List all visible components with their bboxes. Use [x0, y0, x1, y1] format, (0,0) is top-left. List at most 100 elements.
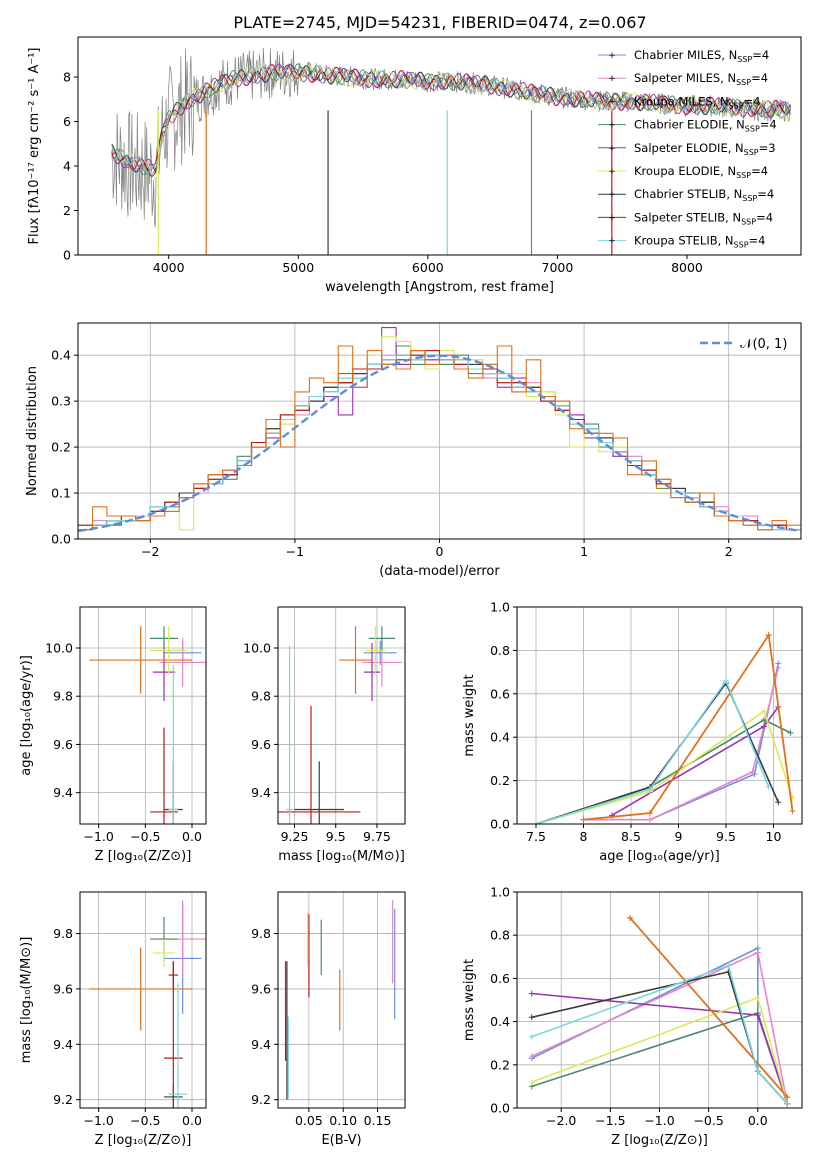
y-tick-label: 0.6 — [490, 686, 510, 701]
point-marker — [765, 784, 772, 791]
x-tick-label: −1.0 — [83, 829, 113, 844]
point-marker — [754, 949, 761, 956]
point-marker — [749, 768, 756, 775]
x-axis-label: wavelength [Angstrom, rest frame] — [325, 280, 554, 295]
point-marker — [725, 962, 732, 969]
plot-area — [78, 327, 801, 533]
x-tick-label: −2.0 — [546, 1113, 576, 1128]
legend-label: Salpeter STELIB, NSSP=4 — [634, 210, 773, 226]
x-tick-label: −2 — [141, 544, 159, 559]
x-tick-label: 9.75 — [363, 829, 391, 844]
y-tick-label: 0.3 — [51, 394, 71, 409]
point-marker — [533, 821, 539, 824]
legend-label: Salpeter MILES, NSSP=4 — [634, 71, 768, 87]
x-tick-label: 9.5 — [716, 829, 736, 844]
point-marker — [761, 708, 767, 715]
y-axis-label: mass weight — [462, 674, 477, 756]
point-marker — [789, 807, 796, 814]
weight-line-0 — [583, 663, 780, 821]
weight-line-7 — [629, 917, 788, 1098]
legend-marker: + — [608, 237, 616, 247]
x-axis-label: E(B-V) — [321, 1133, 361, 1148]
y-tick-label: 9.8 — [251, 926, 271, 941]
point-marker — [775, 799, 782, 806]
x-tick-label: 0.05 — [295, 1113, 323, 1128]
y-tick-label: 10.0 — [243, 640, 271, 655]
y-tick-label: 0.1 — [51, 486, 71, 501]
figure-title: PLATE=2745, MJD=54231, FIBERID=0474, z=0… — [233, 13, 646, 32]
point-marker — [784, 1094, 791, 1101]
x-tick-label: 8000 — [671, 260, 703, 275]
y-tick-label: 10.0 — [45, 640, 73, 655]
plot-area — [533, 632, 796, 824]
y-tick-label: 9.4 — [53, 1037, 73, 1052]
y-axis-label: Flux [fλ10⁻¹⁷ erg cm⁻² s⁻¹ A⁻¹] — [27, 48, 42, 245]
x-tick-label: 9.5 — [326, 829, 346, 844]
y-tick-label: 9.4 — [53, 785, 73, 800]
panel-residuals: 𝒩(0, 1) −2 −1 0 1 2 0.0 0.1 0.2 0.3 0.4 (data-model… — [25, 322, 802, 579]
x-tick-label: 7000 — [542, 260, 574, 275]
axes-frame — [516, 606, 803, 825]
y-tick-label: 9.4 — [251, 785, 271, 800]
y-tick-label: 0.2 — [490, 1057, 510, 1072]
axes-frame — [277, 891, 406, 1109]
axes-frame — [79, 606, 207, 825]
model-line-1 — [111, 63, 791, 171]
y-axis-label: mass weight — [462, 959, 477, 1041]
y-tick-label: 0.8 — [490, 928, 510, 943]
y-tick-label: 0.4 — [490, 1014, 510, 1029]
weight-line-7 — [583, 632, 794, 821]
plot-area — [89, 900, 206, 1108]
legend-label: Chabrier STELIB, NSSP=4 — [634, 187, 774, 203]
y-tick-label: 0.4 — [490, 730, 510, 745]
y-tick-label: 0.0 — [490, 817, 510, 832]
y-tick-label: 9.6 — [53, 981, 73, 996]
y-axis-label: mass [log₁₀(M/M⊙)] — [19, 937, 34, 1064]
legend-label: 𝒩(0, 1) — [740, 337, 787, 352]
y-tick-label: 4 — [63, 159, 71, 174]
legend-marker: + — [608, 97, 616, 107]
legend-label: Kroupa STELIB, NSSP=4 — [634, 234, 765, 250]
x-axis-label: (data-model)/error — [379, 564, 500, 579]
x-tick-label: −1 — [286, 544, 304, 559]
x-tick-label: 0.15 — [364, 1113, 392, 1128]
point-marker — [647, 786, 653, 793]
x-tick-label: 5000 — [282, 260, 314, 275]
histogram-step-9 — [78, 345, 801, 531]
point-marker — [761, 723, 767, 730]
point-marker — [765, 632, 772, 639]
x-tick-label: 4000 — [153, 260, 185, 275]
y-tick-label: 6 — [63, 114, 71, 129]
x-axis-label: mass [log₁₀(M/M⊙)] — [278, 849, 405, 864]
y-tick-label: 0.4 — [51, 348, 71, 363]
legend-marker: + — [608, 190, 616, 200]
y-tick-label: 0.8 — [490, 643, 510, 658]
y-tick-label: 9.6 — [251, 737, 271, 752]
point-marker — [754, 1012, 761, 1019]
y-tick-label: 1.0 — [490, 600, 510, 615]
model-line-6 — [111, 64, 792, 177]
point-marker — [528, 990, 535, 997]
y-tick-label: 9.6 — [53, 737, 73, 752]
panel-weight-vs-Z: −2.0 −1.5 −1.0 −0.5 0.0 0.0 0.2 0.4 0.6 0.8 1.0 Z [… — [462, 885, 803, 1148]
panel-weight-vs-age: 7.5 8 8.5 9 9.5 10 0.0 0.2 0.4 0.6 0.8 1.0 age [log₁… — [462, 600, 803, 864]
model-line-3 — [111, 63, 792, 176]
x-axis-label: Z [log₁₀(Z/Z⊙)] — [95, 849, 192, 864]
y-tick-label: 1.0 — [490, 885, 510, 900]
x-tick-label: −1.0 — [644, 1113, 674, 1128]
plot-area — [89, 626, 206, 824]
model-line-8 — [111, 64, 791, 173]
legend-marker: + — [608, 213, 616, 223]
point-marker — [580, 816, 587, 823]
x-tick-label: −0.5 — [693, 1113, 723, 1128]
x-tick-label: −1.5 — [595, 1113, 625, 1128]
y-tick-label: 0.0 — [490, 1101, 510, 1116]
point-marker — [723, 677, 729, 684]
legend-label: Chabrier ELODIE, NSSP=4 — [634, 118, 777, 134]
y-tick-label: 9.2 — [53, 1092, 73, 1107]
y-tick-label: 9.6 — [251, 981, 271, 996]
panel-mass-vs-EBV: 0.05 0.10 0.15 9.2 9.4 9.6 9.8 E(B-V) — [251, 891, 406, 1148]
x-tick-label: 10 — [766, 829, 782, 844]
x-tick-label: 9.25 — [281, 829, 309, 844]
panel-age-vs-mass: 9.25 9.5 9.75 9.4 9.6 9.8 10.0 mass [log₁₀(M/M⊙… — [243, 606, 406, 864]
